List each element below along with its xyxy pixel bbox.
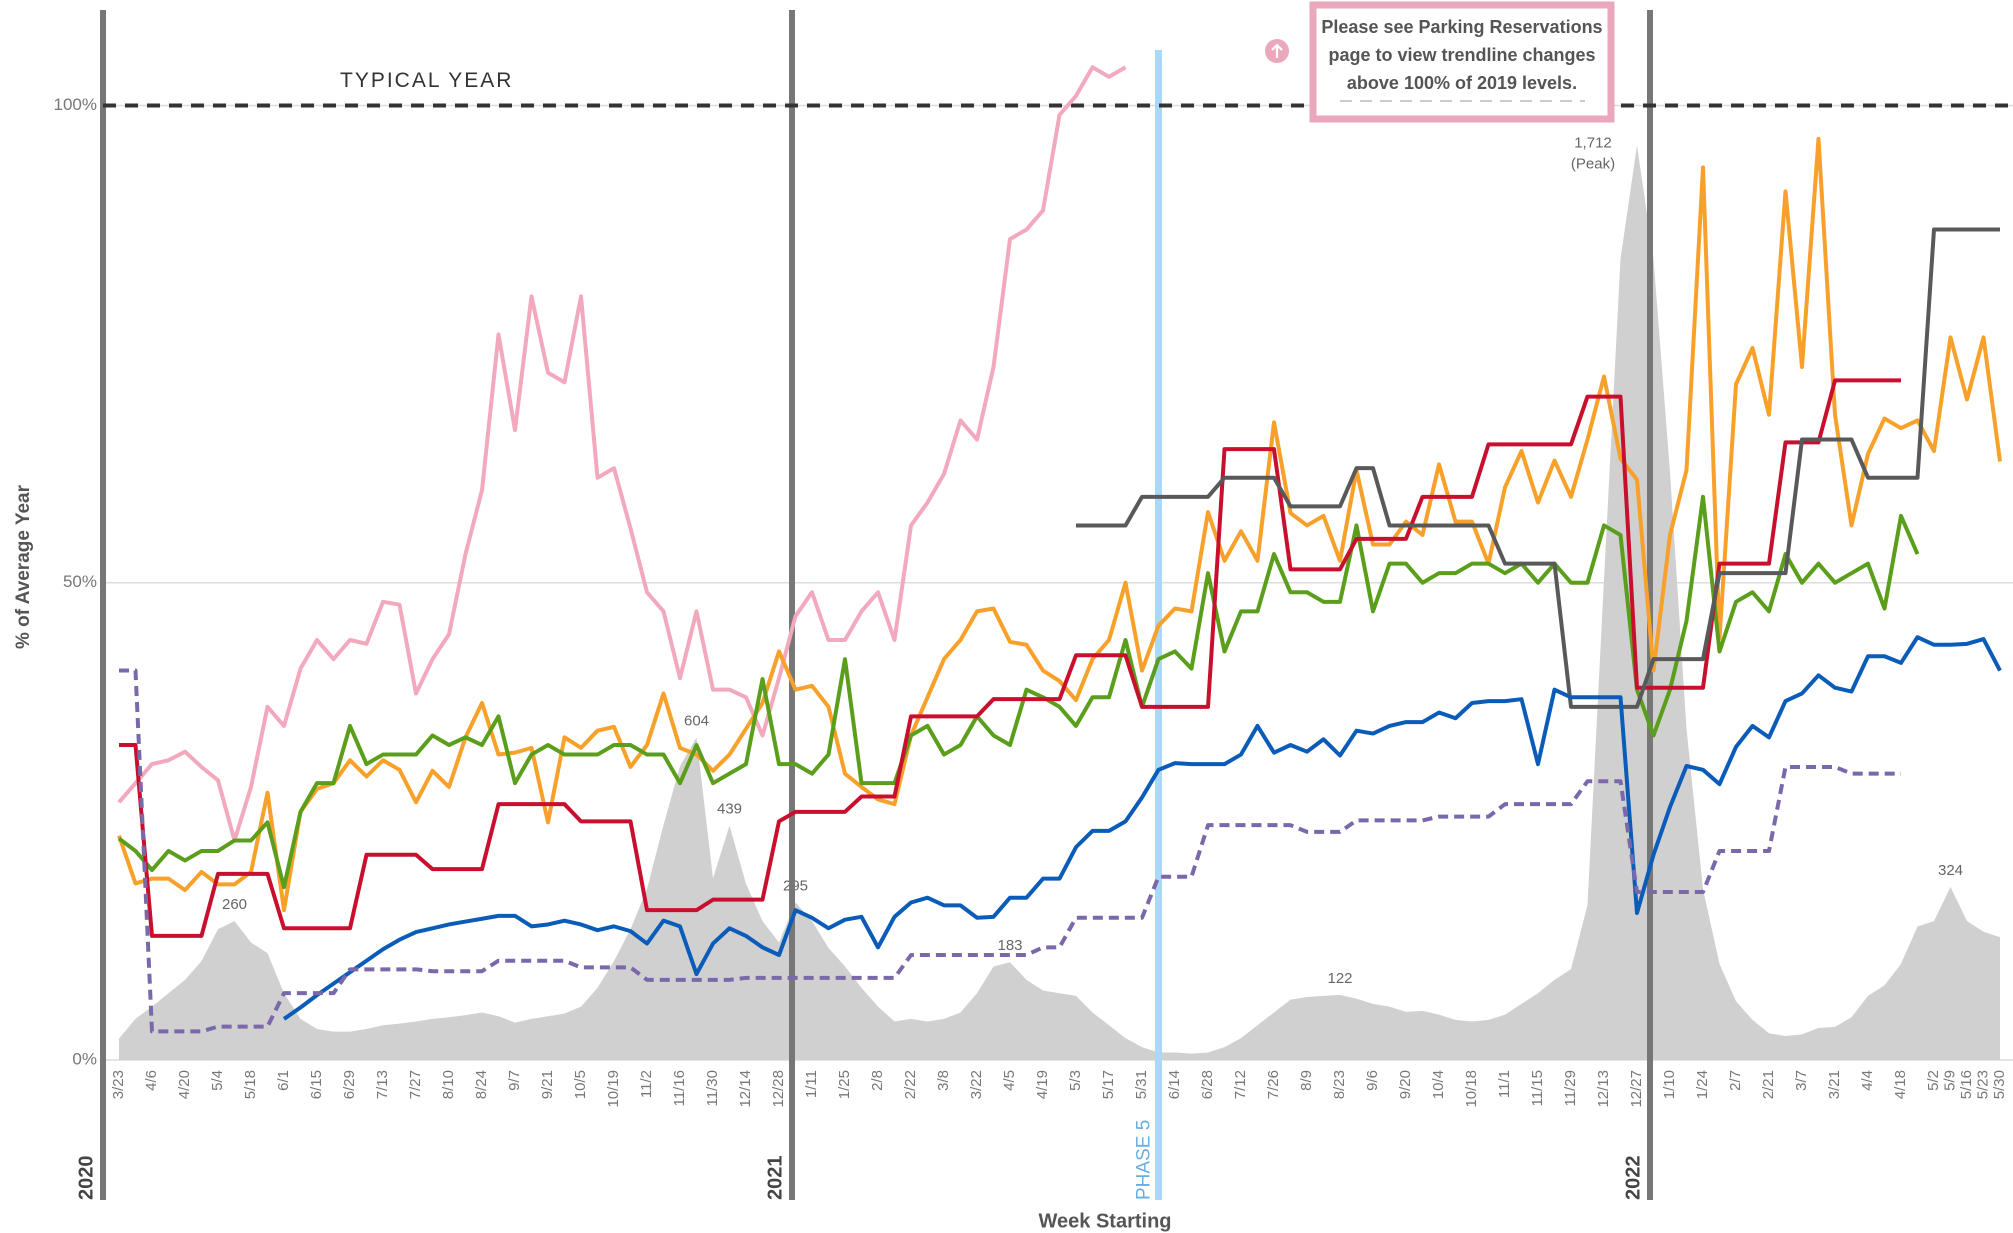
x-tick-label: 5/9 [1941, 1070, 1958, 1091]
x-tick-label: 2/22 [902, 1070, 919, 1099]
x-tick-label: 4/19 [1034, 1070, 1051, 1099]
x-tick-label: 5/31 [1133, 1070, 1150, 1099]
data-label: 122 [1327, 970, 1352, 987]
x-tick-label: 11/2 [638, 1070, 655, 1098]
x-tick-label: 1/24 [1694, 1070, 1711, 1099]
x-tick-label: 10/4 [1430, 1070, 1447, 1099]
peak-note: (Peak) [1571, 155, 1615, 172]
x-tick-label: 4/4 [1859, 1070, 1876, 1091]
x-tick-label: 11/15 [1529, 1070, 1546, 1106]
x-tick-label: 4/18 [1892, 1070, 1909, 1099]
x-tick-label: 6/1 [275, 1070, 292, 1091]
x-tick-label: 9/20 [1397, 1070, 1414, 1099]
x-tick-label: 7/12 [1232, 1070, 1249, 1099]
x-tick-label: 5/2 [1925, 1070, 1942, 1091]
x-tick-label: 9/6 [1364, 1070, 1381, 1091]
x-tick-label: 3/21 [1826, 1070, 1843, 1099]
y-axis-title: % of Average Year [13, 484, 34, 649]
data-label: 295 [783, 877, 808, 894]
x-tick-label: 6/15 [308, 1070, 325, 1099]
x-tick-label: 3/22 [968, 1070, 985, 1099]
x-tick-label: 6/28 [1199, 1070, 1216, 1099]
x-axis-title: Week Starting [1039, 1210, 1172, 1232]
x-tick-label: 10/18 [1463, 1070, 1480, 1108]
x-tick-label: 11/30 [704, 1070, 721, 1106]
reference-label: TYPICAL YEAR [340, 69, 513, 92]
x-tick-label: 1/10 [1661, 1070, 1678, 1099]
x-tick-label: 4/20 [176, 1070, 193, 1099]
area [119, 145, 2000, 1060]
data-label: 183 [997, 937, 1022, 954]
x-tick-label: 12/13 [1595, 1070, 1612, 1108]
x-tick-label: 11/29 [1562, 1070, 1579, 1106]
y-tick-label: 0% [72, 1049, 97, 1068]
x-tick-label: 7/13 [374, 1070, 391, 1099]
series-line [119, 378, 1901, 938]
x-tick-label: 4/6 [143, 1070, 160, 1091]
series-line [1076, 227, 2000, 709]
x-tick-label: 7/27 [407, 1070, 424, 1099]
series-line [117, 494, 1920, 890]
x-tick-label: 1/25 [836, 1070, 853, 1099]
x-tick-label: 12/28 [770, 1070, 787, 1108]
x-tick-label: 1/11 [803, 1070, 820, 1098]
x-tick-label: 5/16 [1958, 1070, 1975, 1099]
x-tick-label: 5/23 [1974, 1070, 1991, 1099]
x-tick-label: 6/14 [1166, 1070, 1183, 1099]
x-tick-label: 5/30 [1991, 1070, 2008, 1099]
data-label: 260 [222, 896, 247, 913]
x-tick-label: 12/14 [737, 1070, 754, 1108]
series-line [119, 668, 1901, 1034]
x-tick-label: 7/26 [1265, 1070, 1282, 1099]
x-tick-label: 6/29 [341, 1070, 358, 1099]
x-tick-label: 9/7 [506, 1070, 523, 1091]
x-tick-label: 5/3 [1067, 1070, 1084, 1091]
year-label: 2020 [75, 1156, 97, 1201]
x-tick-label: 12/27 [1628, 1070, 1645, 1108]
x-tick-label: 8/23 [1331, 1070, 1348, 1099]
data-label: 604 [684, 712, 709, 729]
phase-label: PHASE 5 [1134, 1120, 1155, 1200]
x-tick-label: 4/5 [1001, 1070, 1018, 1091]
x-tick-label: 9/21 [539, 1070, 556, 1099]
year-label: 2021 [764, 1156, 786, 1201]
x-tick-label: 5/4 [209, 1070, 226, 1091]
annotation-box [1309, 1, 1615, 123]
annotation-icon-arrow [1271, 43, 1283, 58]
series-line [117, 65, 1127, 843]
x-tick-label: 2/7 [1727, 1070, 1744, 1091]
x-tick-label: 3/7 [1793, 1070, 1810, 1091]
x-tick-label: 5/18 [242, 1070, 259, 1099]
x-tick-label: 3/23 [110, 1070, 127, 1099]
x-tick-label: 2/8 [869, 1070, 886, 1091]
y-tick-label: 100% [54, 95, 97, 114]
x-tick-label: 2/21 [1760, 1070, 1777, 1099]
data-label: 439 [717, 800, 742, 817]
annotation-text: Please see Parking Reservations [1321, 17, 1602, 37]
annotation-text: page to view trendline changes [1328, 45, 1595, 65]
x-tick-label: 3/8 [935, 1070, 952, 1091]
year-label: 2022 [1622, 1156, 1644, 1201]
y-tick-label: 50% [63, 572, 97, 591]
data-label: 324 [1938, 862, 1963, 879]
annotation-text: above 100% of 2019 levels. [1347, 73, 1577, 93]
x-tick-label: 11/16 [671, 1070, 688, 1106]
x-tick-label: 5/17 [1100, 1070, 1117, 1099]
x-tick-label: 11/1 [1496, 1070, 1513, 1098]
x-tick-label: 8/9 [1298, 1070, 1315, 1091]
data-label: 1,712 [1574, 134, 1612, 151]
x-tick-label: 8/24 [473, 1070, 490, 1099]
series-line [282, 635, 2002, 1021]
x-tick-label: 10/5 [572, 1070, 589, 1099]
x-tick-label: 8/10 [440, 1070, 457, 1099]
x-tick-label: 10/19 [605, 1070, 622, 1108]
series-line [117, 136, 2002, 913]
